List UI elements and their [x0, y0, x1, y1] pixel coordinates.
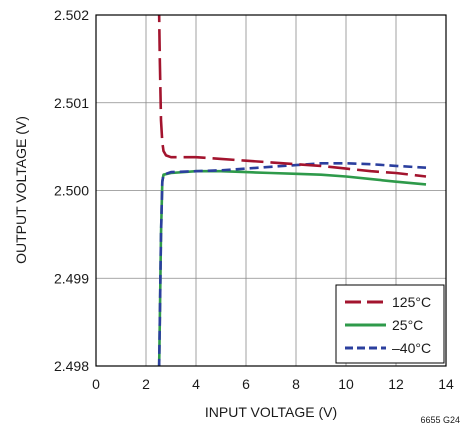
x-axis-label: INPUT VOLTAGE (V) — [205, 404, 337, 420]
x-tick-label: 8 — [292, 376, 300, 392]
x-tick-label: 14 — [438, 376, 454, 392]
legend-label-25c: 25°C — [392, 317, 423, 333]
x-tick-label: 12 — [388, 376, 404, 392]
grid — [96, 15, 446, 366]
y-axis-label: OUTPUT VOLTAGE (V) — [13, 116, 29, 264]
figure-code: 6655 G24 — [420, 415, 460, 425]
series-line-2 — [157, 162, 427, 366]
x-tick-label: 4 — [192, 376, 200, 392]
x-tick-label: 10 — [338, 376, 354, 392]
y-tick-label: 2.501 — [54, 95, 89, 111]
x-tick-label: 6 — [242, 376, 250, 392]
plot-frame — [95, 14, 447, 367]
y-tick-labels: 2.498 2.499 2.500 2.501 2.502 — [54, 7, 89, 374]
y-tick-label: 2.502 — [54, 7, 89, 23]
y-tick-label: 2.498 — [54, 358, 89, 374]
series-layer — [157, 15, 427, 366]
x-tick-labels: 0 2 4 6 8 10 12 14 — [92, 376, 454, 392]
y-tick-label: 2.499 — [54, 270, 89, 286]
y-tick-label: 2.500 — [54, 183, 89, 199]
legend-label-minus40c: –40°C — [392, 340, 431, 356]
x-tick-label: 0 — [92, 376, 100, 392]
legend: 125°C 25°C –40°C — [335, 284, 445, 364]
x-tick-label: 2 — [142, 376, 150, 392]
legend-label-125c: 125°C — [392, 294, 431, 310]
